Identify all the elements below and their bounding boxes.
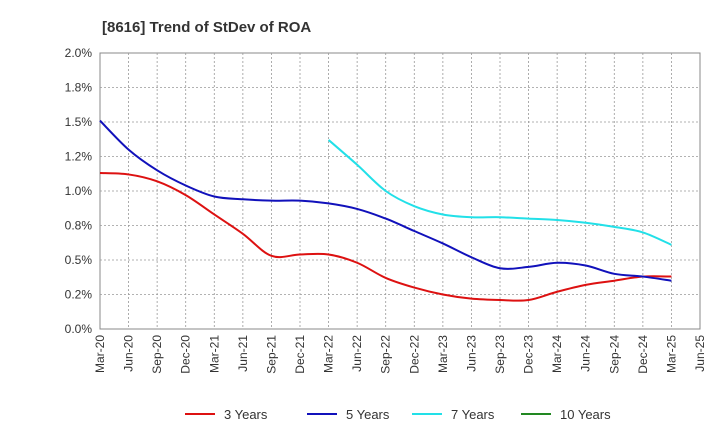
- series-line-3-years: [99, 172, 672, 302]
- x-tick-label: Jun-20: [122, 335, 136, 372]
- y-tick-label: 1.2%: [65, 150, 93, 164]
- x-tick-label: Sep-22: [379, 335, 393, 374]
- y-tick-label: 0.5%: [65, 253, 93, 267]
- x-tick-label: Mar-24: [550, 335, 564, 373]
- y-tick-label: 0.8%: [65, 219, 93, 233]
- x-tick-label: Mar-20: [93, 335, 107, 373]
- series-line-7-years: [327, 139, 672, 246]
- y-tick-label: 0.0%: [65, 322, 93, 336]
- x-tick-label: Mar-23: [436, 335, 450, 373]
- legend-label-5-years: 5 Years: [346, 407, 390, 422]
- x-tick-label: Jun-23: [464, 335, 478, 372]
- x-tick-label: Dec-22: [407, 335, 421, 374]
- x-tick-label: Sep-24: [607, 335, 621, 374]
- legend-label-7-years: 7 Years: [451, 407, 495, 422]
- legend-label-3-years: 3 Years: [224, 407, 268, 422]
- legend: 3 Years 5 Years 7 Years 10 Years: [185, 407, 611, 422]
- x-tick-label: Mar-25: [664, 335, 678, 373]
- x-axis: Mar-20 Jun-20 Sep-20 Dec-20 Mar-21 Jun-21 Sep-…: [93, 335, 707, 374]
- x-tick-label: Dec-21: [293, 335, 307, 374]
- x-tick-label: Sep-20: [150, 335, 164, 374]
- y-axis: 0.0% 0.2% 0.5% 0.8% 1.0% 1.2% 1.5% 1.8% 2.0%: [65, 46, 93, 336]
- y-tick-label: 1.5%: [65, 115, 93, 129]
- x-tick-label: Jun-25: [693, 335, 707, 372]
- x-tick-label: Sep-23: [493, 335, 507, 374]
- x-tick-label: Sep-21: [264, 335, 278, 374]
- x-tick-label: Dec-20: [179, 335, 193, 374]
- chart-title: [8616] Trend of StDev of ROA: [102, 19, 311, 36]
- x-tick-label: Jun-21: [236, 335, 250, 372]
- x-tick-label: Jun-22: [350, 335, 364, 372]
- legend-label-10-years: 10 Years: [560, 407, 611, 422]
- y-tick-label: 0.2%: [65, 288, 93, 302]
- series-lines: [99, 119, 672, 302]
- x-tick-label: Mar-22: [322, 335, 336, 373]
- series-line-5-years: [99, 119, 672, 282]
- y-tick-label: 1.0%: [65, 184, 93, 198]
- y-tick-label: 2.0%: [65, 46, 93, 60]
- x-tick-label: Mar-21: [207, 335, 221, 373]
- x-tick-label: Dec-23: [522, 335, 536, 374]
- x-tick-label: Dec-24: [636, 335, 650, 374]
- y-tick-label: 1.8%: [65, 81, 93, 95]
- x-tick-label: Jun-24: [579, 335, 593, 372]
